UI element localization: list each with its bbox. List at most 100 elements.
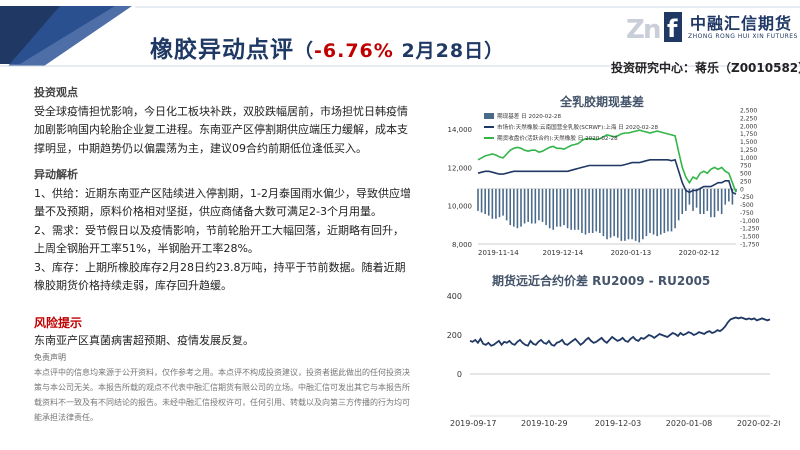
basis-bar [509,188,512,226]
chart1-y-right-tick: -1,500 [740,234,760,241]
chart1-y-right-tick: 250 [740,178,752,185]
chart1-y-right-tick: 1,750 [740,131,757,138]
chart1-y-right-tick: -1,250 [740,226,760,233]
basis-bar [627,188,630,240]
disclaimer-heading: 免责声明 [34,352,66,362]
chart2-y-tick: 400 [447,292,462,301]
chart2-title: 期货远近合约价差 RU2009 - RU2005 [492,274,711,288]
chart1-x-tick: 2019-11-14 [478,249,519,257]
basis-bar [728,188,730,202]
header-banner [0,0,800,67]
basis-bar [556,188,558,227]
title-change-pct: -6.76% [314,40,394,62]
chart1-y-right-tick: -750 [740,210,754,217]
basis-bar [548,188,551,229]
basis-bar [685,188,687,211]
commentary-column: 投资观点 受全球疫情担忧影响，今日化工板块补跌，双胶跌幅居前，市场担忧日韩疫情加… [34,84,414,425]
chart1-y-left-tick: 12,000 [448,164,473,172]
basis-bar [495,188,497,219]
legend-swatch-basis [484,113,494,119]
basis-bar [477,188,479,211]
company-name: 中融汇信期货 [690,14,793,33]
basis-bar [717,188,719,211]
chart1-x-tick: 2019-12-14 [543,249,584,257]
title-date: 2月28日 [393,40,485,62]
chart1-y-right-tick: 2,250 [740,115,757,122]
basis-bar [588,188,590,233]
basis-bar [731,188,734,205]
basis-bar [520,188,522,227]
chart1-y-right-tick: 1,250 [740,147,757,154]
basis-bar [638,188,641,243]
chart2-x-tick: 2019-10-29 [521,419,568,428]
spread-chart: 0 200 400 2019-09-17 2019-10-29 2019-12-03 202… [447,292,780,428]
chart1-y-left-tick: 10,000 [448,203,473,211]
risk-text: 东南亚产区真菌病害超预期、疫情发展反复。 [34,334,254,347]
chart1-y-right-tick: 1,500 [740,139,757,146]
basis-bar [502,188,504,216]
basis-bar [681,188,684,215]
basis-bar [642,188,644,240]
basis-bar [656,188,658,237]
chart1-title: 全乳胶期现基差 [560,95,645,109]
chart1-y-left-tick: 8,000 [452,241,472,249]
basis-bar [631,188,633,240]
basis-bar [566,188,569,229]
basis-bar [530,188,533,224]
analysis-item-demand: 2、需求：受节假日以及疫情影响，节前轮胎开工大幅回落，近期略有回升，上周全钢胎开… [34,223,404,256]
basis-bar [606,188,608,240]
spread-line [469,316,771,347]
chart1-x-tick: 2020-02-12 [679,249,720,257]
basis-bar [674,188,676,229]
svg-text:f: f [667,15,678,43]
basis-bar [613,188,615,237]
svg-text:Z: Z [626,15,645,45]
basis-bar [706,188,709,211]
company-logo-icon: Z n f [626,12,682,45]
basis-bar [484,188,486,215]
basis-bar [688,188,691,205]
basis-bar [620,188,623,241]
basis-bar [534,188,537,224]
basis-bar [670,188,673,232]
basis-bar [702,188,705,215]
chart2-y-tick: 0 [457,370,462,379]
chart1-y-right-tick: -250 [740,194,754,201]
basis-bar [523,188,526,224]
basis-bar [505,188,508,221]
title-main: 橡胶异动点评 [150,37,294,63]
chart1-y-right-tick: 2,500 [740,108,757,115]
risk-heading: 风险提示 [34,315,83,330]
chart1-y-right-tick: 750 [740,163,752,170]
analysis-item-inventory: 3、库存：上期所橡胶库存2月28日约23.8万吨，持平于节前数据。随着近期橡胶期… [34,260,406,293]
basis-bar [609,188,612,238]
chart1-y-right-tick: -1,750 [740,242,760,249]
legend-label: 市场价:天然橡胶:云南国营全乳胶(SCRWF):上海 日 2020-02-28 [497,123,658,131]
page-title: 橡胶异动点评（-6.76% 2月28日） [150,30,504,64]
view-text: 受全球疫情担忧影响，今日化工板块补跌，双胶跌幅居前，市场担忧日韩疫情加剧影响国内… [34,104,408,155]
basis-bar [710,188,712,218]
basis-bar [541,188,544,222]
header: 橡胶异动点评（-6.76% 2月28日） Z n f 中融汇信期货 ZHONG … [0,0,800,82]
title-paren-close: ） [484,40,505,62]
chart1-y-right-tick: 0 [740,186,744,193]
chart1-y-right-tick: -500 [740,202,754,209]
basis-bar [652,188,655,235]
basis-bar [563,188,565,226]
chart1-y-right-tick: -1,000 [740,218,760,225]
chart2-x-tick: 2019-09-17 [450,419,497,428]
chart1-y-right-tick: 500 [740,171,752,178]
chart2-x-tick: 2019-12-03 [595,419,642,428]
title-paren-open: （ [294,40,315,62]
svg-text:n: n [643,15,662,45]
basis-bar [516,188,519,229]
basis-bar [552,188,555,230]
basis-bar [699,188,701,215]
basis-bar [616,188,619,238]
basis-bar [570,188,572,230]
basis-bar [595,188,598,232]
basis-bar [663,188,666,233]
basis-bar [480,188,483,213]
chart1-y-left-tick: 14,000 [448,126,473,134]
basis-bar [487,188,490,216]
